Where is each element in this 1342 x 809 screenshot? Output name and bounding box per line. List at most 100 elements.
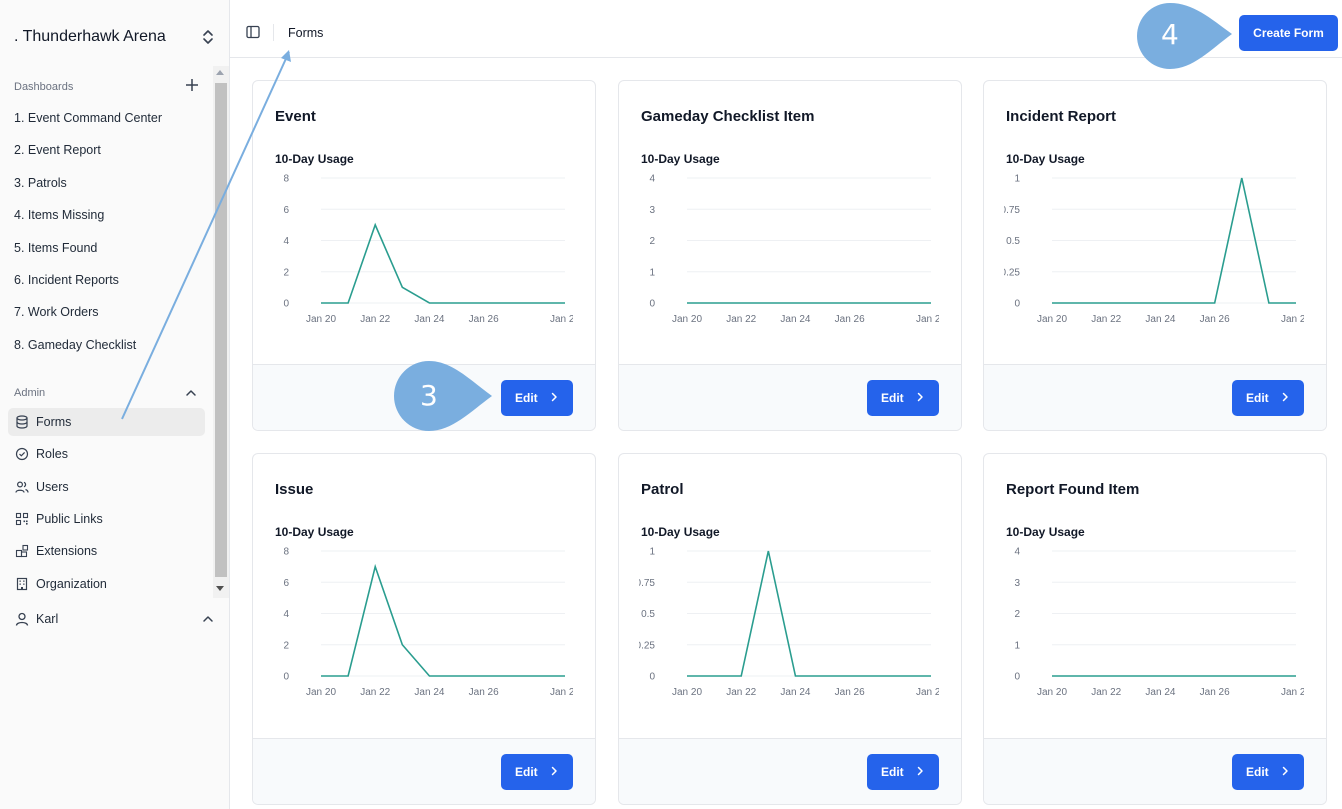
sidebar-dashboard-item[interactable]: 7. Work Orders (14, 305, 99, 319)
y-tick-label: 4 (1014, 547, 1020, 558)
x-tick-label: Jan 26 (469, 687, 499, 698)
sidebar-admin-item-label: Forms (36, 415, 72, 429)
chevron-up-icon[interactable] (184, 386, 198, 400)
usage-series-line (321, 222, 565, 304)
form-card: Incident Report 10-Day Usage 0 0.25 0.5 0.75 1… (983, 80, 1327, 431)
y-tick-label: 6 (283, 578, 289, 589)
x-tick-label: Jan 24 (414, 314, 444, 325)
usage-chart: 0 2 4 6 8 Jan 20 Jan 22 Jan 24 Jan 26 Jan 29 (283, 547, 573, 699)
usage-label: 10-Day Usage (1006, 152, 1085, 166)
sidebar-dashboard-item[interactable]: 1. Event Command Center (14, 111, 162, 125)
y-tick-label: 0 (649, 672, 655, 683)
scroll-down-arrow-icon[interactable] (216, 586, 224, 591)
y-tick-label: 0 (283, 299, 289, 310)
form-card: Report Found Item 10-Day Usage 0 1 2 3 4 Jan 20… (983, 453, 1327, 805)
x-tick-label: Jan 29 (916, 687, 939, 698)
usage-chart: 0 1 2 3 4 Jan 20 Jan 22 Jan 24 Jan 26 Jan 29 (649, 174, 939, 326)
chevron-right-icon (917, 392, 923, 402)
sidebar-scroll-thumb[interactable] (215, 83, 227, 577)
x-tick-label: Jan 29 (1281, 687, 1304, 698)
x-tick-label: Jan 22 (360, 687, 390, 698)
x-tick-label: Jan 20 (306, 687, 336, 698)
sidebar-admin-item-users[interactable]: Users (8, 473, 205, 501)
breadcrumb[interactable]: Forms (288, 26, 324, 40)
sidebar-admin-item-roles[interactable]: Roles (8, 440, 205, 468)
y-tick-label: 0 (649, 299, 655, 310)
sidebar-dashboard-item[interactable]: 2. Event Report (14, 143, 101, 157)
x-tick-label: Jan 24 (780, 687, 810, 698)
form-title: Patrol (641, 481, 684, 498)
y-tick-label: 1 (649, 547, 655, 558)
y-tick-label: 4 (283, 236, 289, 247)
y-tick-label: 2 (649, 236, 655, 247)
x-tick-label: Jan 26 (835, 314, 865, 325)
x-tick-label: Jan 24 (1145, 687, 1175, 698)
x-tick-label: Jan 26 (469, 314, 499, 325)
user-icon (15, 612, 29, 626)
sidebar-dashboard-item[interactable]: 8. Gameday Checklist (14, 338, 137, 352)
sidebar-admin-item-label: Roles (36, 447, 68, 461)
sidebar-dashboard-item[interactable]: 3. Patrols (14, 176, 67, 190)
user-menu[interactable]: Karl (8, 607, 218, 633)
sidebar-admin-item-organization[interactable]: Organization (8, 570, 205, 598)
edit-form-button[interactable]: Edit (1232, 380, 1304, 416)
y-tick-label: 4 (283, 609, 289, 620)
x-tick-label: Jan 29 (916, 314, 939, 325)
sidebar-admin-item-label: Extensions (36, 544, 98, 558)
x-tick-label: Jan 29 (550, 314, 573, 325)
chevron-right-icon (551, 392, 557, 402)
sidebar-admin-item-label: Users (36, 480, 69, 494)
edit-button-label: Edit (515, 391, 538, 405)
edit-form-button[interactable]: Edit (1232, 754, 1304, 790)
add-dashboard-button[interactable] (184, 78, 200, 96)
usage-chart: 0 1 2 3 4 Jan 20 Jan 22 Jan 24 Jan 26 Jan 29 (1014, 547, 1304, 699)
sidebar-dashboard-item[interactable]: 5. Items Found (14, 241, 98, 255)
y-tick-label: 2 (1014, 609, 1020, 620)
card-footer: Edit (619, 738, 961, 804)
chevron-right-icon (917, 766, 923, 776)
card-footer: Edit (984, 738, 1326, 804)
sidebar-admin-item-forms[interactable]: Forms (8, 408, 205, 436)
y-tick-label: 2 (283, 267, 289, 278)
edit-form-button[interactable]: Edit (867, 380, 939, 416)
y-tick-label: 8 (283, 174, 289, 185)
edit-form-button[interactable]: Edit (501, 754, 573, 790)
x-tick-label: Jan 20 (672, 314, 702, 325)
y-tick-label: 0.5 (1006, 236, 1020, 247)
create-form-button[interactable]: Create Form (1239, 15, 1338, 51)
header-divider (273, 24, 274, 41)
admin-section-label: Admin (14, 387, 46, 399)
x-tick-label: Jan 24 (780, 314, 810, 325)
edit-button-label: Edit (1246, 391, 1269, 405)
x-tick-label: Jan 22 (360, 314, 390, 325)
form-card: Gameday Checklist Item 10-Day Usage 0 1 2 3 4 J… (618, 80, 962, 431)
chevron-right-icon (1282, 392, 1288, 402)
chevron-up-icon (203, 616, 213, 622)
sidebar-dashboard-item[interactable]: 4. Items Missing (14, 208, 105, 222)
edit-form-button[interactable]: Edit (867, 754, 939, 790)
sidebar-dashboard-item[interactable]: 6. Incident Reports (14, 273, 119, 287)
users-icon (15, 481, 29, 493)
y-tick-label: 0 (1014, 672, 1020, 683)
usage-series-line (321, 563, 565, 677)
edit-button-label: Edit (1246, 765, 1269, 779)
dashboards-section-label: Dashboards (14, 81, 74, 93)
y-tick-label: 0 (283, 672, 289, 683)
usage-series-line (687, 550, 931, 677)
org-switcher[interactable]: . Thunderhawk Arena (0, 0, 229, 74)
sidebar-admin-item-public-links[interactable]: Public Links (8, 505, 205, 533)
x-tick-label: Jan 24 (1145, 314, 1175, 325)
y-tick-label: 1 (649, 267, 655, 278)
x-tick-label: Jan 26 (835, 687, 865, 698)
scroll-up-arrow-icon[interactable] (216, 70, 224, 75)
edit-button-label: Edit (881, 391, 904, 405)
usage-label: 10-Day Usage (275, 525, 354, 539)
edit-form-button[interactable]: Edit (501, 380, 573, 416)
x-tick-label: Jan 29 (1281, 314, 1304, 325)
sidebar-toggle-icon[interactable] (246, 25, 260, 39)
y-tick-label: 2 (283, 640, 289, 651)
y-tick-label: 8 (283, 547, 289, 558)
sidebar-admin-item-label: Organization (36, 577, 107, 591)
y-tick-label: 0.25 (639, 640, 655, 651)
sidebar-admin-item-extensions[interactable]: Extensions (8, 537, 205, 565)
